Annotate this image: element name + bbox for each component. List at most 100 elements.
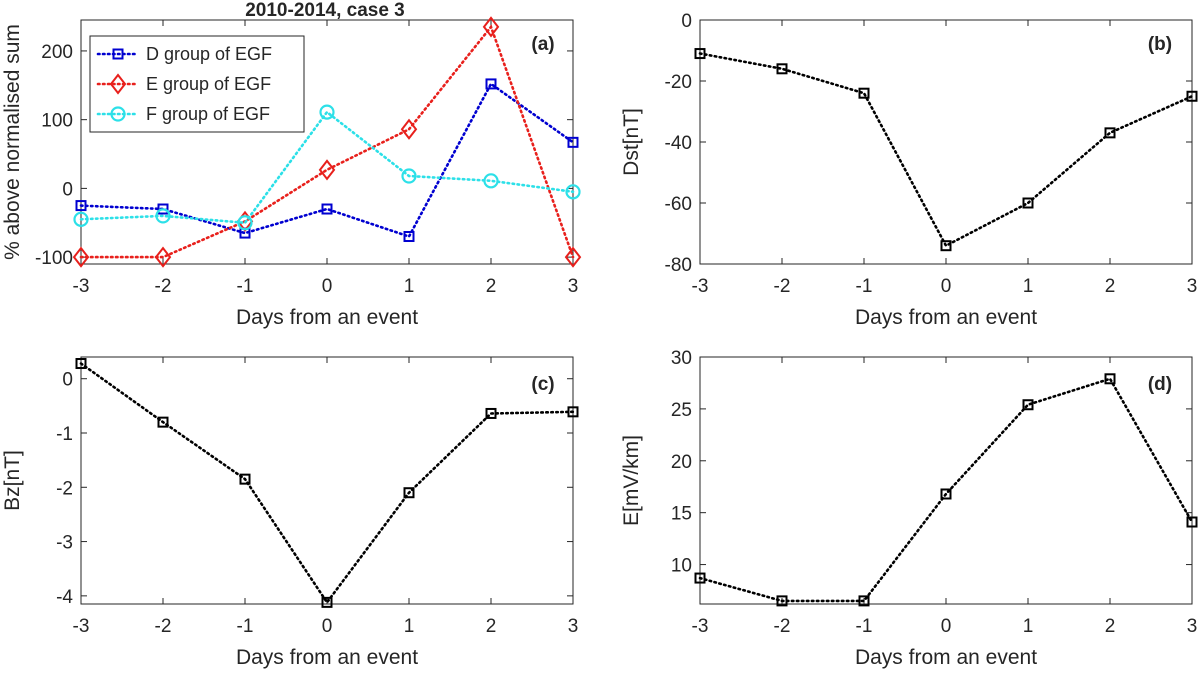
x-tick-label: -1 <box>856 616 873 637</box>
axes-box <box>699 19 1193 265</box>
data-point <box>400 118 418 140</box>
x-tick-label: -2 <box>155 276 172 297</box>
panel-b: -3 -2 -1 0 1 2 3 -80 -60 -40 -20 0 Days from an even… <box>620 11 1198 329</box>
panel-a: -3 -2 -1 0 1 2 3 -100 0 100 200 Days from an event%… <box>1 16 582 329</box>
x-tick-label: -3 <box>692 276 709 297</box>
data-point <box>940 488 952 500</box>
y-axis-label: E[mV/km] <box>620 435 643 526</box>
x-tick-label: 1 <box>404 276 415 297</box>
series-line-0 <box>698 377 1194 603</box>
y-tick-label: 25 <box>671 400 692 421</box>
legend-marker <box>112 48 124 60</box>
x-tick-label: 2 <box>1105 276 1116 297</box>
x-tick-label: 1 <box>1023 276 1034 297</box>
y-tick-label: 0 <box>62 179 73 200</box>
data-point <box>1186 90 1198 102</box>
data-point <box>239 473 251 485</box>
y-tick-label: 20 <box>671 452 692 473</box>
legend-marker <box>109 73 127 95</box>
x-tick-label: -3 <box>73 616 90 637</box>
x-tick-label: 0 <box>941 276 952 297</box>
x-tick-label: -2 <box>774 276 791 297</box>
panel-tag: (a) <box>531 34 554 55</box>
y-tick-label: -20 <box>665 72 692 93</box>
data-point <box>1186 516 1198 528</box>
data-point <box>858 87 870 99</box>
data-point <box>694 48 706 60</box>
data-point <box>565 184 581 200</box>
panel-d: -3 -2 -1 0 1 2 3 10 15 20 25 30 Days from an event E[… <box>620 348 1198 669</box>
y-axis-label: Bz[nT] <box>1 450 24 511</box>
panel-tag: (d) <box>1148 374 1172 395</box>
data-point <box>157 203 169 215</box>
data-point <box>401 168 417 184</box>
data-point <box>567 136 579 148</box>
data-point <box>1104 127 1116 139</box>
x-tick-label: 3 <box>568 616 579 637</box>
data-point <box>940 240 952 252</box>
figure-title: 2010-2014, case 3 <box>245 0 405 21</box>
legend: D group of EGF E group of EGF F group of E… <box>89 35 305 133</box>
data-point <box>157 416 169 428</box>
y-tick-label: -3 <box>56 533 73 554</box>
data-point <box>1022 197 1034 209</box>
data-point <box>694 572 706 584</box>
y-tick-label: 200 <box>41 42 73 63</box>
y-tick-label: 15 <box>671 504 692 525</box>
data-point <box>858 595 870 607</box>
axes-box <box>80 356 574 605</box>
y-axis-label: % above normalised sum <box>1 24 24 260</box>
x-axis-label: Days from an event <box>855 306 1037 329</box>
x-tick-label: 2 <box>486 276 497 297</box>
y-tick-label: 10 <box>671 556 692 577</box>
legend-label: E group of EGF <box>146 74 271 94</box>
data-point <box>318 159 336 181</box>
y-tick-label: 30 <box>671 348 692 369</box>
x-tick-label: -1 <box>237 616 254 637</box>
data-point <box>73 211 89 227</box>
y-tick-label: -1 <box>56 424 73 445</box>
x-tick-label: 3 <box>568 276 579 297</box>
x-tick-label: 1 <box>404 616 415 637</box>
data-point <box>319 104 335 120</box>
data-point <box>321 596 333 608</box>
y-tick-label: 0 <box>681 11 692 32</box>
data-point <box>403 231 415 243</box>
data-point <box>75 358 87 370</box>
y-axis-label: Dst[nT] <box>620 108 643 176</box>
y-tick-label: 0 <box>62 370 73 391</box>
data-point <box>1104 373 1116 385</box>
y-tick-label: -60 <box>665 194 692 215</box>
x-tick-label: -2 <box>774 616 791 637</box>
x-tick-label: 1 <box>1023 616 1034 637</box>
data-point <box>403 487 415 499</box>
data-point <box>237 215 253 231</box>
data-point <box>485 78 497 90</box>
x-tick-label: -1 <box>237 276 254 297</box>
x-tick-label: 0 <box>322 276 333 297</box>
data-point <box>321 203 333 215</box>
x-tick-label: -3 <box>73 276 90 297</box>
data-point <box>482 16 500 38</box>
series-line-0 <box>698 52 1194 248</box>
x-tick-label: 0 <box>322 616 333 637</box>
x-tick-label: -3 <box>692 616 709 637</box>
series-line-1 <box>79 24 575 259</box>
x-tick-label: 2 <box>486 616 497 637</box>
data-point <box>485 407 497 419</box>
legend-label: D group of EGF <box>146 44 272 64</box>
y-tick-label: 100 <box>41 111 73 132</box>
y-tick-label: -4 <box>56 587 73 608</box>
x-tick-label: 0 <box>941 616 952 637</box>
data-point <box>483 173 499 189</box>
series-line-2 <box>79 110 575 225</box>
x-axis-label: Days from an event <box>855 646 1037 669</box>
data-point <box>567 406 579 418</box>
y-tick-label: -100 <box>35 248 73 269</box>
x-axis-label: Days from an event <box>236 306 418 329</box>
data-point <box>776 595 788 607</box>
panel-tag: (b) <box>1148 34 1172 55</box>
y-tick-label: -2 <box>56 478 73 499</box>
y-tick-label: -80 <box>665 255 692 276</box>
